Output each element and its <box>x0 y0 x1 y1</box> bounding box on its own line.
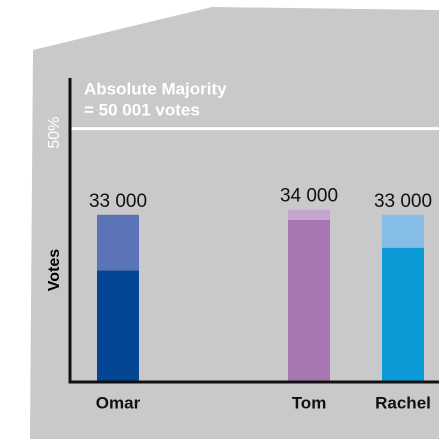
majority-label: 50% <box>46 117 63 149</box>
total-label: 34 000 <box>280 186 338 207</box>
y-axis-label: Votes <box>46 249 63 291</box>
annotation: = 50 001 votes <box>84 100 200 119</box>
x-tick-label: Omar <box>96 393 141 412</box>
total-label: 33 000 <box>374 191 432 212</box>
x-tick-label: Rachel <box>375 393 431 412</box>
bar-segment <box>288 219 330 382</box>
total-label: 33 000 <box>89 191 147 212</box>
bar-segment <box>382 247 424 382</box>
bar-segment <box>288 209 330 220</box>
paper-background <box>30 7 439 439</box>
annotation: Absolute Majority <box>84 79 227 98</box>
bar-segment <box>97 214 139 271</box>
bar-segment <box>382 214 424 248</box>
x-tick-label: Tom <box>292 393 327 412</box>
bar-segment <box>97 270 139 382</box>
